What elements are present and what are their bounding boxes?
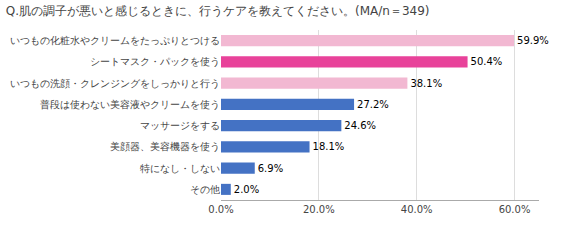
- svg-text:シートマスク・パックを使う: シートマスク・パックを使う: [90, 56, 220, 67]
- svg-text:いつもの洗顔・クレンジングをしっかりと行う: いつもの洗顔・クレンジングをしっかりと行う: [10, 78, 220, 89]
- svg-text:Q.肌の調子が悪いと感じるときに、行うケアを教えてください。: Q.肌の調子が悪いと感じるときに、行うケアを教えてください。(MA/n＝349): [6, 4, 430, 18]
- svg-text:美顔器、美容機器を使う: 美顔器、美容機器を使う: [110, 141, 220, 152]
- svg-text:いつもの化粧水やクリームをたっぷりとつける: いつもの化粧水やクリームをたっぷりとつける: [10, 35, 220, 46]
- svg-text:27.2%: 27.2%: [357, 99, 389, 110]
- svg-text:普段は使わない美容液やクリームを使う: 普段は使わない美容液やクリームを使う: [40, 99, 220, 110]
- svg-text:40.0%: 40.0%: [401, 204, 433, 215]
- svg-text:50.4%: 50.4%: [471, 56, 503, 67]
- svg-text:18.1%: 18.1%: [313, 141, 345, 152]
- svg-text:6.9%: 6.9%: [258, 163, 283, 174]
- svg-text:マッサージをする: マッサージをする: [140, 120, 220, 131]
- svg-text:その他: その他: [190, 184, 220, 195]
- svg-text:60.0%: 60.0%: [499, 204, 531, 215]
- svg-text:38.1%: 38.1%: [410, 78, 442, 89]
- svg-text:特になし・しない: 特になし・しない: [140, 163, 220, 174]
- svg-text:2.0%: 2.0%: [234, 184, 259, 195]
- svg-text:59.9%: 59.9%: [517, 35, 549, 46]
- svg-text:0.0%: 0.0%: [208, 204, 233, 215]
- svg-text:24.6%: 24.6%: [344, 120, 376, 131]
- svg-text:20.0%: 20.0%: [303, 204, 335, 215]
